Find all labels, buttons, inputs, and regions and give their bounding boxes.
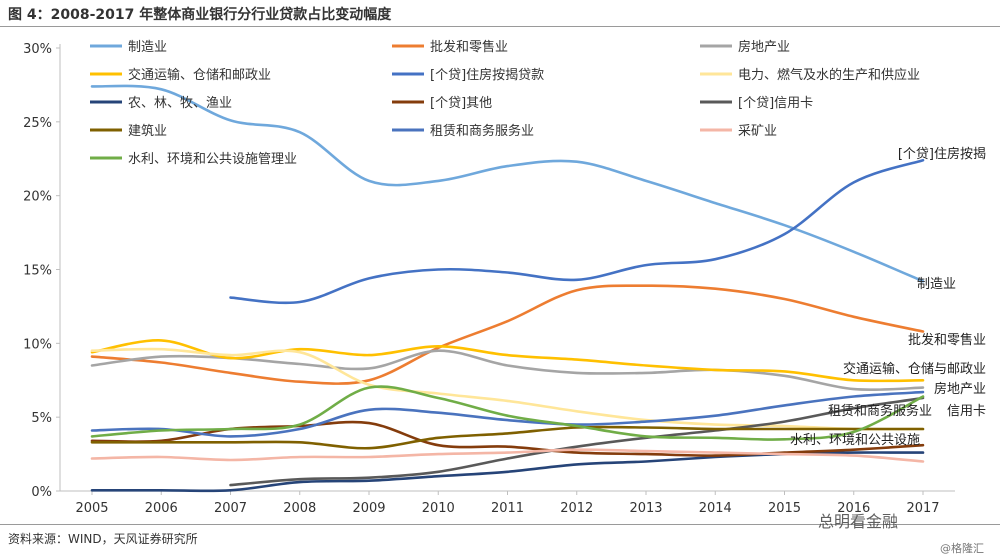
end-label-12: 水利、环境和公共设施 bbox=[790, 433, 920, 448]
series-line-8 bbox=[229, 396, 925, 487]
end-label-3: 交通运输、仓储与邮政业 bbox=[843, 361, 986, 377]
series-line-4 bbox=[229, 158, 925, 305]
x-tick-label: 2007 bbox=[214, 501, 247, 516]
end-label-2: 房地产业 bbox=[934, 381, 986, 397]
source-divider bbox=[0, 524, 1000, 525]
x-tick-label: 2015 bbox=[768, 501, 801, 516]
watermark-text: 总明看金融 bbox=[818, 512, 899, 531]
series-line-0 bbox=[90, 84, 925, 283]
series-line-5 bbox=[90, 347, 925, 431]
end-label-10: 租赁和商务服务业 bbox=[828, 403, 932, 419]
series-line-10 bbox=[90, 390, 925, 438]
end-label-8: 信用卡 bbox=[947, 404, 986, 419]
legend-label-3: 交通运输、仓储和邮政业 bbox=[128, 67, 271, 83]
series-line-12 bbox=[90, 385, 925, 441]
legend-label-12: 水利、环境和公共设施管理业 bbox=[128, 152, 297, 167]
x-tick-label: 2016 bbox=[837, 501, 870, 516]
y-tick-label: 30% bbox=[23, 42, 52, 57]
y-tick-label: 0% bbox=[31, 485, 52, 500]
legend-label-7: [个贷]其他 bbox=[430, 96, 492, 111]
legend-label-11: 采矿业 bbox=[738, 124, 777, 139]
y-tick-label: 5% bbox=[31, 411, 52, 426]
y-tick-label: 25% bbox=[23, 116, 52, 131]
series-line-3 bbox=[90, 339, 925, 383]
legend-label-5: 电力、燃气及水的生产和供应业 bbox=[738, 67, 920, 83]
y-tick-label: 15% bbox=[23, 264, 52, 279]
x-tick-label: 2010 bbox=[422, 501, 455, 516]
legend-label-8: [个贷]信用卡 bbox=[738, 96, 813, 111]
end-label-4: [个贷]住房按揭 bbox=[898, 146, 986, 162]
title-divider bbox=[0, 26, 1000, 27]
y-tick-label: 20% bbox=[23, 190, 52, 205]
x-tick-label: 2014 bbox=[699, 501, 732, 516]
legend-label-9: 建筑业 bbox=[128, 123, 167, 139]
legend-label-10: 租赁和商务服务业 bbox=[430, 123, 534, 139]
x-tick-label: 2017 bbox=[906, 501, 939, 516]
legend-label-1: 批发和零售业 bbox=[430, 39, 508, 55]
end-label-1: 批发和零售业 bbox=[908, 332, 986, 348]
y-tick-label: 10% bbox=[23, 337, 52, 352]
chart-series bbox=[90, 84, 925, 493]
x-tick-label: 2011 bbox=[491, 501, 524, 516]
series-line-1 bbox=[90, 284, 925, 385]
legend-label-0: 制造业 bbox=[128, 40, 167, 55]
legend-label-2: 房地产业 bbox=[738, 39, 790, 55]
legend-label-4: [个贷]住房按揭贷款 bbox=[430, 67, 544, 83]
x-tick-label: 2013 bbox=[629, 501, 662, 516]
x-tick-label: 2009 bbox=[352, 501, 385, 516]
chart-title: 图 4：2008-2017 年整体商业银行分行业贷款占比变动幅度 bbox=[8, 7, 392, 23]
x-tick-label: 2008 bbox=[283, 501, 316, 516]
x-tick-label: 2006 bbox=[145, 501, 178, 516]
x-tick-label: 2005 bbox=[75, 501, 108, 516]
x-tick-label: 2012 bbox=[560, 501, 593, 516]
series-line-9 bbox=[90, 425, 925, 450]
legend-label-6: 农、林、牧、渔业 bbox=[128, 96, 232, 111]
watermark-handle: @格隆汇 bbox=[940, 542, 984, 555]
series-line-11 bbox=[90, 448, 925, 463]
source-note: 资料来源：WIND，天风证券研究所 bbox=[8, 532, 198, 546]
end-label-0: 制造业 bbox=[917, 277, 956, 292]
chart-axes: 0% 5% 10% 15% 20% 25% 30% 2005 2006 2007 2008 2009 2… bbox=[23, 42, 955, 516]
